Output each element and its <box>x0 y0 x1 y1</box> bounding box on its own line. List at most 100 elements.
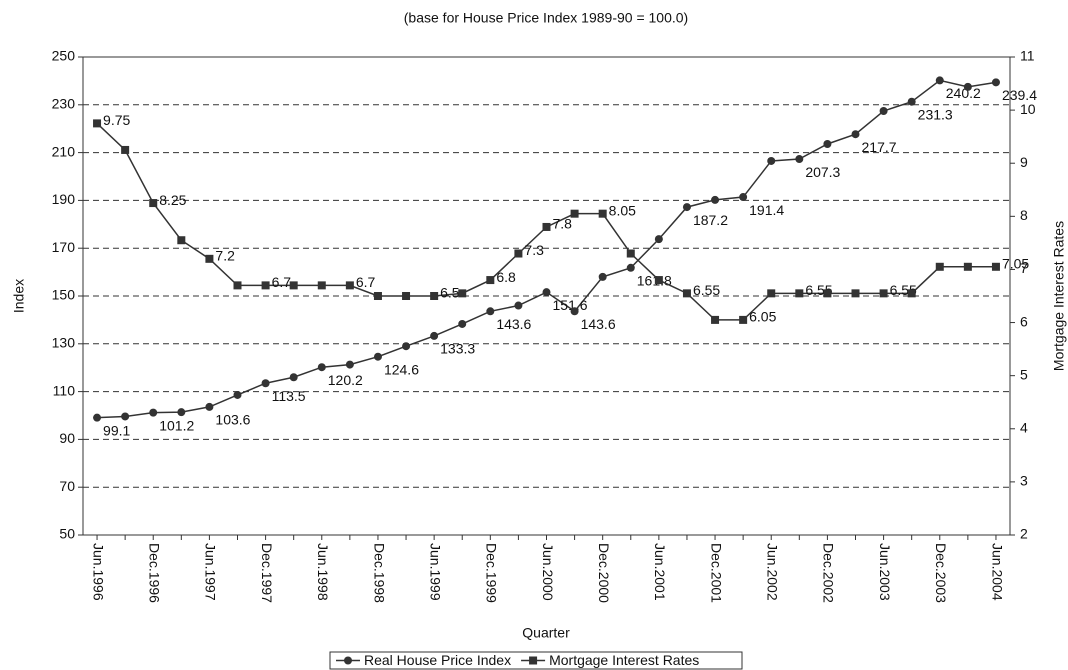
data-point <box>514 249 523 258</box>
data-label: 8.25 <box>159 192 186 208</box>
x-tick-label: Dec.1997 <box>259 543 275 603</box>
data-point <box>261 379 270 388</box>
data-label: 6.8 <box>496 269 516 285</box>
data-point <box>261 281 270 290</box>
data-point <box>963 82 972 91</box>
data-point <box>458 319 467 328</box>
data-point <box>907 289 916 298</box>
y2-tick-label: 4 <box>1020 419 1028 435</box>
data-label: 103.6 <box>215 412 250 428</box>
data-point <box>514 301 523 310</box>
x-tick-label: Dec.1999 <box>484 543 500 603</box>
data-point <box>907 97 916 106</box>
x-tick-label: Jun.1999 <box>427 543 443 601</box>
x-tick-label: Jun.1996 <box>90 543 106 601</box>
legend-marker <box>344 656 352 665</box>
data-point <box>626 249 635 258</box>
data-label: 6.55 <box>693 282 720 298</box>
data-point <box>121 145 130 154</box>
data-label: 124.6 <box>384 361 419 377</box>
data-point <box>177 408 186 417</box>
y-tick-label: 250 <box>52 48 76 64</box>
legend-marker <box>529 656 538 665</box>
y2-tick-label: 3 <box>1020 473 1028 489</box>
data-point <box>149 408 158 417</box>
y-tick-label: 150 <box>52 287 76 303</box>
data-label: 101.2 <box>159 417 194 433</box>
data-point <box>205 254 214 263</box>
y-tick-label: 50 <box>59 526 75 542</box>
data-label: 191.4 <box>749 202 784 218</box>
data-point <box>317 281 326 290</box>
data-point <box>93 413 102 422</box>
data-point <box>570 209 579 218</box>
data-point <box>711 315 720 324</box>
data-point <box>402 292 411 300</box>
data-point <box>149 199 158 208</box>
data-point <box>486 307 495 316</box>
data-label: 143.6 <box>581 316 616 332</box>
data-point <box>317 363 326 372</box>
data-label: 161.8 <box>637 273 672 289</box>
data-label: 6.05 <box>749 309 776 325</box>
data-point <box>205 402 214 411</box>
data-point <box>402 342 411 351</box>
y-tick-label: 210 <box>52 143 76 159</box>
y-tick-label: 170 <box>52 239 76 255</box>
data-label: 99.1 <box>103 422 130 438</box>
y-tick-label: 130 <box>52 335 76 351</box>
data-point <box>570 307 579 316</box>
x-tick-label: Jun.2002 <box>765 543 781 601</box>
x-tick-label: Jun.1998 <box>315 543 331 601</box>
y2-tick-label: 9 <box>1020 154 1028 170</box>
y2-tick-label: 8 <box>1020 207 1028 223</box>
data-point <box>851 130 860 139</box>
data-label: 7.2 <box>215 248 235 264</box>
data-label: 7.8 <box>553 216 573 232</box>
data-label: 7.3 <box>524 242 544 258</box>
x-tick-label: Jun.2000 <box>540 543 556 601</box>
data-label: 9.75 <box>103 112 130 128</box>
data-point <box>935 262 944 271</box>
data-point <box>177 236 186 245</box>
data-label: 217.7 <box>862 139 897 155</box>
y-tick-label: 90 <box>59 430 75 446</box>
data-label: 151.6 <box>553 297 588 313</box>
x-tick-label: Dec.2003 <box>933 543 949 603</box>
data-point <box>795 155 804 164</box>
data-point <box>991 78 1000 87</box>
y-tick-label: 110 <box>53 382 76 398</box>
data-point <box>682 203 691 212</box>
data-point <box>879 107 888 116</box>
x-tick-label: Dec.2000 <box>596 543 612 603</box>
data-point <box>795 289 804 298</box>
data-point <box>991 262 1000 271</box>
data-label: 239.4 <box>1002 87 1037 103</box>
data-label: 6.7 <box>272 274 292 290</box>
data-point <box>430 292 439 300</box>
data-point <box>879 289 888 298</box>
data-label: 120.2 <box>328 372 363 388</box>
y-tick-label: 70 <box>59 478 75 494</box>
data-label: 231.3 <box>918 106 953 122</box>
data-point <box>935 76 944 85</box>
x-axis-title: Quarter <box>522 625 570 641</box>
data-label: 207.3 <box>805 164 840 180</box>
data-point <box>823 289 832 298</box>
data-point <box>93 119 102 128</box>
x-tick-label: Jun.1997 <box>203 543 219 601</box>
data-label: 8.05 <box>609 202 636 218</box>
data-label: 6.5 <box>440 285 460 301</box>
y-tick-label: 190 <box>52 191 76 207</box>
y2-tick-label: 7 <box>1020 260 1028 276</box>
y2-tick-label: 11 <box>1020 48 1035 64</box>
data-label: 113.5 <box>272 388 306 404</box>
data-point <box>598 272 607 281</box>
x-tick-label: Jun.2003 <box>877 543 893 601</box>
y-axis-title: Index <box>11 279 27 313</box>
y2-tick-label: 5 <box>1020 366 1028 382</box>
data-point <box>430 331 439 340</box>
data-point <box>373 292 382 300</box>
data-point <box>626 263 635 272</box>
